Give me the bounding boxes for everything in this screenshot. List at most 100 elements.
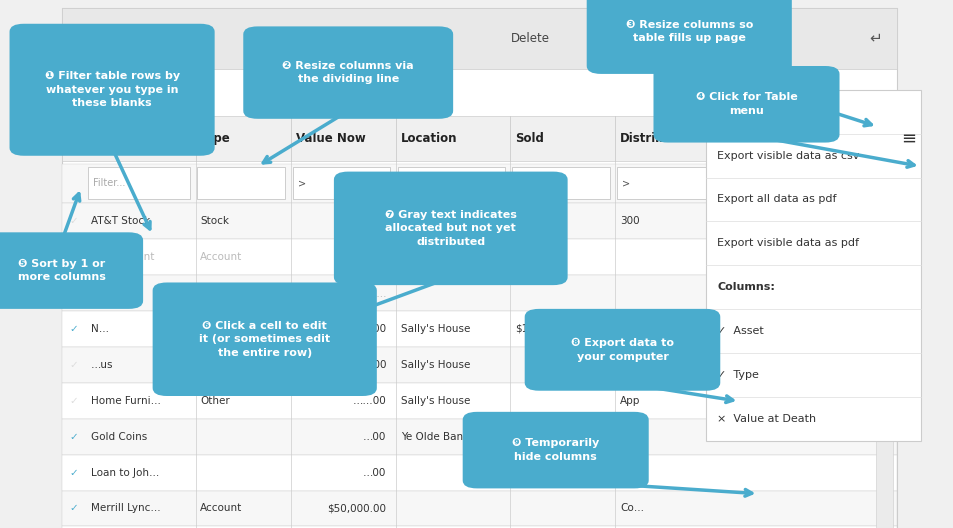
Text: Vehicle: Vehicle [200, 360, 237, 370]
Text: ✓: ✓ [70, 252, 78, 262]
FancyBboxPatch shape [62, 164, 896, 203]
Text: ✓: ✓ [70, 396, 78, 406]
Text: Value Now: Value Now [295, 132, 365, 145]
FancyBboxPatch shape [293, 167, 390, 199]
Text: Other: Other [200, 396, 230, 406]
Text: Export visible data as pdf: Export visible data as pdf [717, 238, 859, 248]
Text: Sell: Sell [248, 32, 269, 45]
Text: Collectible: Collectible [200, 288, 255, 298]
FancyBboxPatch shape [705, 90, 920, 441]
Text: Delete: Delete [510, 32, 549, 45]
Text: Account: Account [200, 252, 242, 262]
Text: ❸ Resize columns so
table fills up page: ❸ Resize columns so table fills up page [625, 20, 752, 43]
Text: Distri…: Distri… [619, 132, 667, 145]
Text: ✓: ✓ [70, 468, 78, 477]
Text: …00: …00 [362, 468, 386, 477]
Text: As: As [91, 132, 109, 145]
Text: ×  Value at Death: × Value at Death [717, 414, 816, 424]
Text: ↵: ↵ [869, 31, 882, 46]
Text: Sa…: Sa… [619, 324, 643, 334]
Text: ❾ Temporarily
hide columns: ❾ Temporarily hide columns [512, 438, 598, 462]
FancyBboxPatch shape [653, 66, 839, 143]
FancyBboxPatch shape [524, 309, 720, 391]
Text: ✓: ✓ [70, 288, 78, 298]
Text: 50: 50 [619, 432, 633, 441]
FancyBboxPatch shape [62, 383, 896, 419]
Text: Asset: Asset [172, 32, 204, 45]
Text: Export all data as pdf: Export all data as pdf [717, 194, 836, 204]
FancyBboxPatch shape [586, 0, 791, 74]
FancyBboxPatch shape [62, 419, 896, 455]
Text: C…: C… [81, 32, 101, 45]
Text: $12,000.00: $12,000.00 [515, 324, 574, 334]
Text: AT&T Stock: AT&T Stock [91, 216, 150, 226]
Text: $12…: $12… [355, 252, 386, 262]
FancyBboxPatch shape [617, 167, 866, 199]
FancyBboxPatch shape [0, 232, 143, 309]
FancyBboxPatch shape [62, 275, 896, 311]
Text: N…: N… [91, 324, 109, 334]
FancyBboxPatch shape [62, 526, 896, 528]
Text: …00: …00 [362, 432, 386, 441]
Text: $50,000.00: $50,000.00 [327, 504, 386, 513]
Text: Filter...: Filter... [92, 178, 125, 188]
Text: ❶ Filter table rows by
whatever you type in
these blanks: ❶ Filter table rows by whatever you type… [45, 71, 179, 108]
FancyBboxPatch shape [62, 239, 896, 275]
FancyBboxPatch shape [62, 8, 896, 69]
Text: Columns:: Columns: [717, 282, 775, 293]
FancyBboxPatch shape [875, 161, 892, 528]
Text: ✓: ✓ [70, 216, 78, 226]
Text: ……00: ……00 [353, 396, 386, 406]
FancyBboxPatch shape [88, 167, 190, 199]
Text: ✓: ✓ [70, 504, 78, 513]
Text: $12,000.00: $12,000.00 [327, 324, 386, 334]
Text: Ye Olde Bank: Ye Olde Bank [400, 432, 469, 441]
Text: ❽ Export data to
your computer: ❽ Export data to your computer [571, 338, 673, 362]
Text: ✓: ✓ [70, 432, 78, 441]
Text: Ye Olde Bank: Ye Olde Bank [400, 216, 469, 226]
Text: >: > [517, 178, 525, 188]
Text: ✓  Type: ✓ Type [717, 370, 759, 380]
Text: Bank Ac…nt: Bank Ac…nt [91, 252, 153, 262]
FancyBboxPatch shape [197, 167, 285, 199]
Text: …us: …us [91, 360, 113, 370]
Text: ▲: ▲ [881, 164, 886, 169]
Text: Home Furni…: Home Furni… [91, 396, 160, 406]
Text: Account: Account [200, 504, 242, 513]
Text: ≡: ≡ [901, 129, 916, 148]
FancyBboxPatch shape [334, 172, 567, 285]
Text: Loan to Joh…: Loan to Joh… [91, 468, 159, 477]
Text: Location: Location [400, 132, 456, 145]
Text: Sold: Sold [515, 132, 543, 145]
Text: Merrill Lync…: Merrill Lync… [91, 504, 160, 513]
Text: ✓: ✓ [70, 134, 78, 144]
Text: $4,000.00: $4,000.00 [334, 360, 386, 370]
FancyBboxPatch shape [62, 311, 896, 347]
Text: Stock: Stock [200, 216, 229, 226]
Text: ✓  Asset: ✓ Asset [717, 326, 763, 336]
FancyBboxPatch shape [876, 260, 891, 357]
Text: $9,000.00: $9,000.00 [334, 216, 386, 226]
Text: ✓: ✓ [70, 324, 78, 334]
FancyBboxPatch shape [62, 347, 896, 383]
Text: Sally's House: Sally's House [400, 324, 470, 334]
Text: Co…: Co… [619, 504, 643, 513]
FancyBboxPatch shape [10, 24, 214, 156]
Text: ❼ Gray text indicates
allocated but not yet
distributed: ❼ Gray text indicates allocated but not … [384, 210, 517, 247]
Text: ❷ Resize columns via
the dividing line: ❷ Resize columns via the dividing line [282, 61, 414, 84]
Text: 201: 201 [619, 360, 639, 370]
FancyBboxPatch shape [152, 282, 376, 396]
FancyBboxPatch shape [62, 203, 896, 239]
Text: Export all data as csv: Export all data as csv [717, 107, 837, 117]
Text: Export visible data as csv: Export visible data as csv [717, 150, 859, 161]
FancyBboxPatch shape [62, 8, 896, 528]
FancyBboxPatch shape [62, 116, 896, 161]
Text: ❻ Click a cell to edit
it (or sometimes edit
the entire row): ❻ Click a cell to edit it (or sometimes … [199, 320, 330, 358]
Text: App: App [619, 396, 639, 406]
Text: Co…Fig…: Co…Fig… [91, 288, 140, 298]
FancyBboxPatch shape [397, 167, 504, 199]
Text: Gold Coins: Gold Coins [91, 432, 147, 441]
FancyBboxPatch shape [62, 455, 896, 491]
Text: 300: 300 [619, 216, 639, 226]
FancyBboxPatch shape [243, 26, 453, 119]
